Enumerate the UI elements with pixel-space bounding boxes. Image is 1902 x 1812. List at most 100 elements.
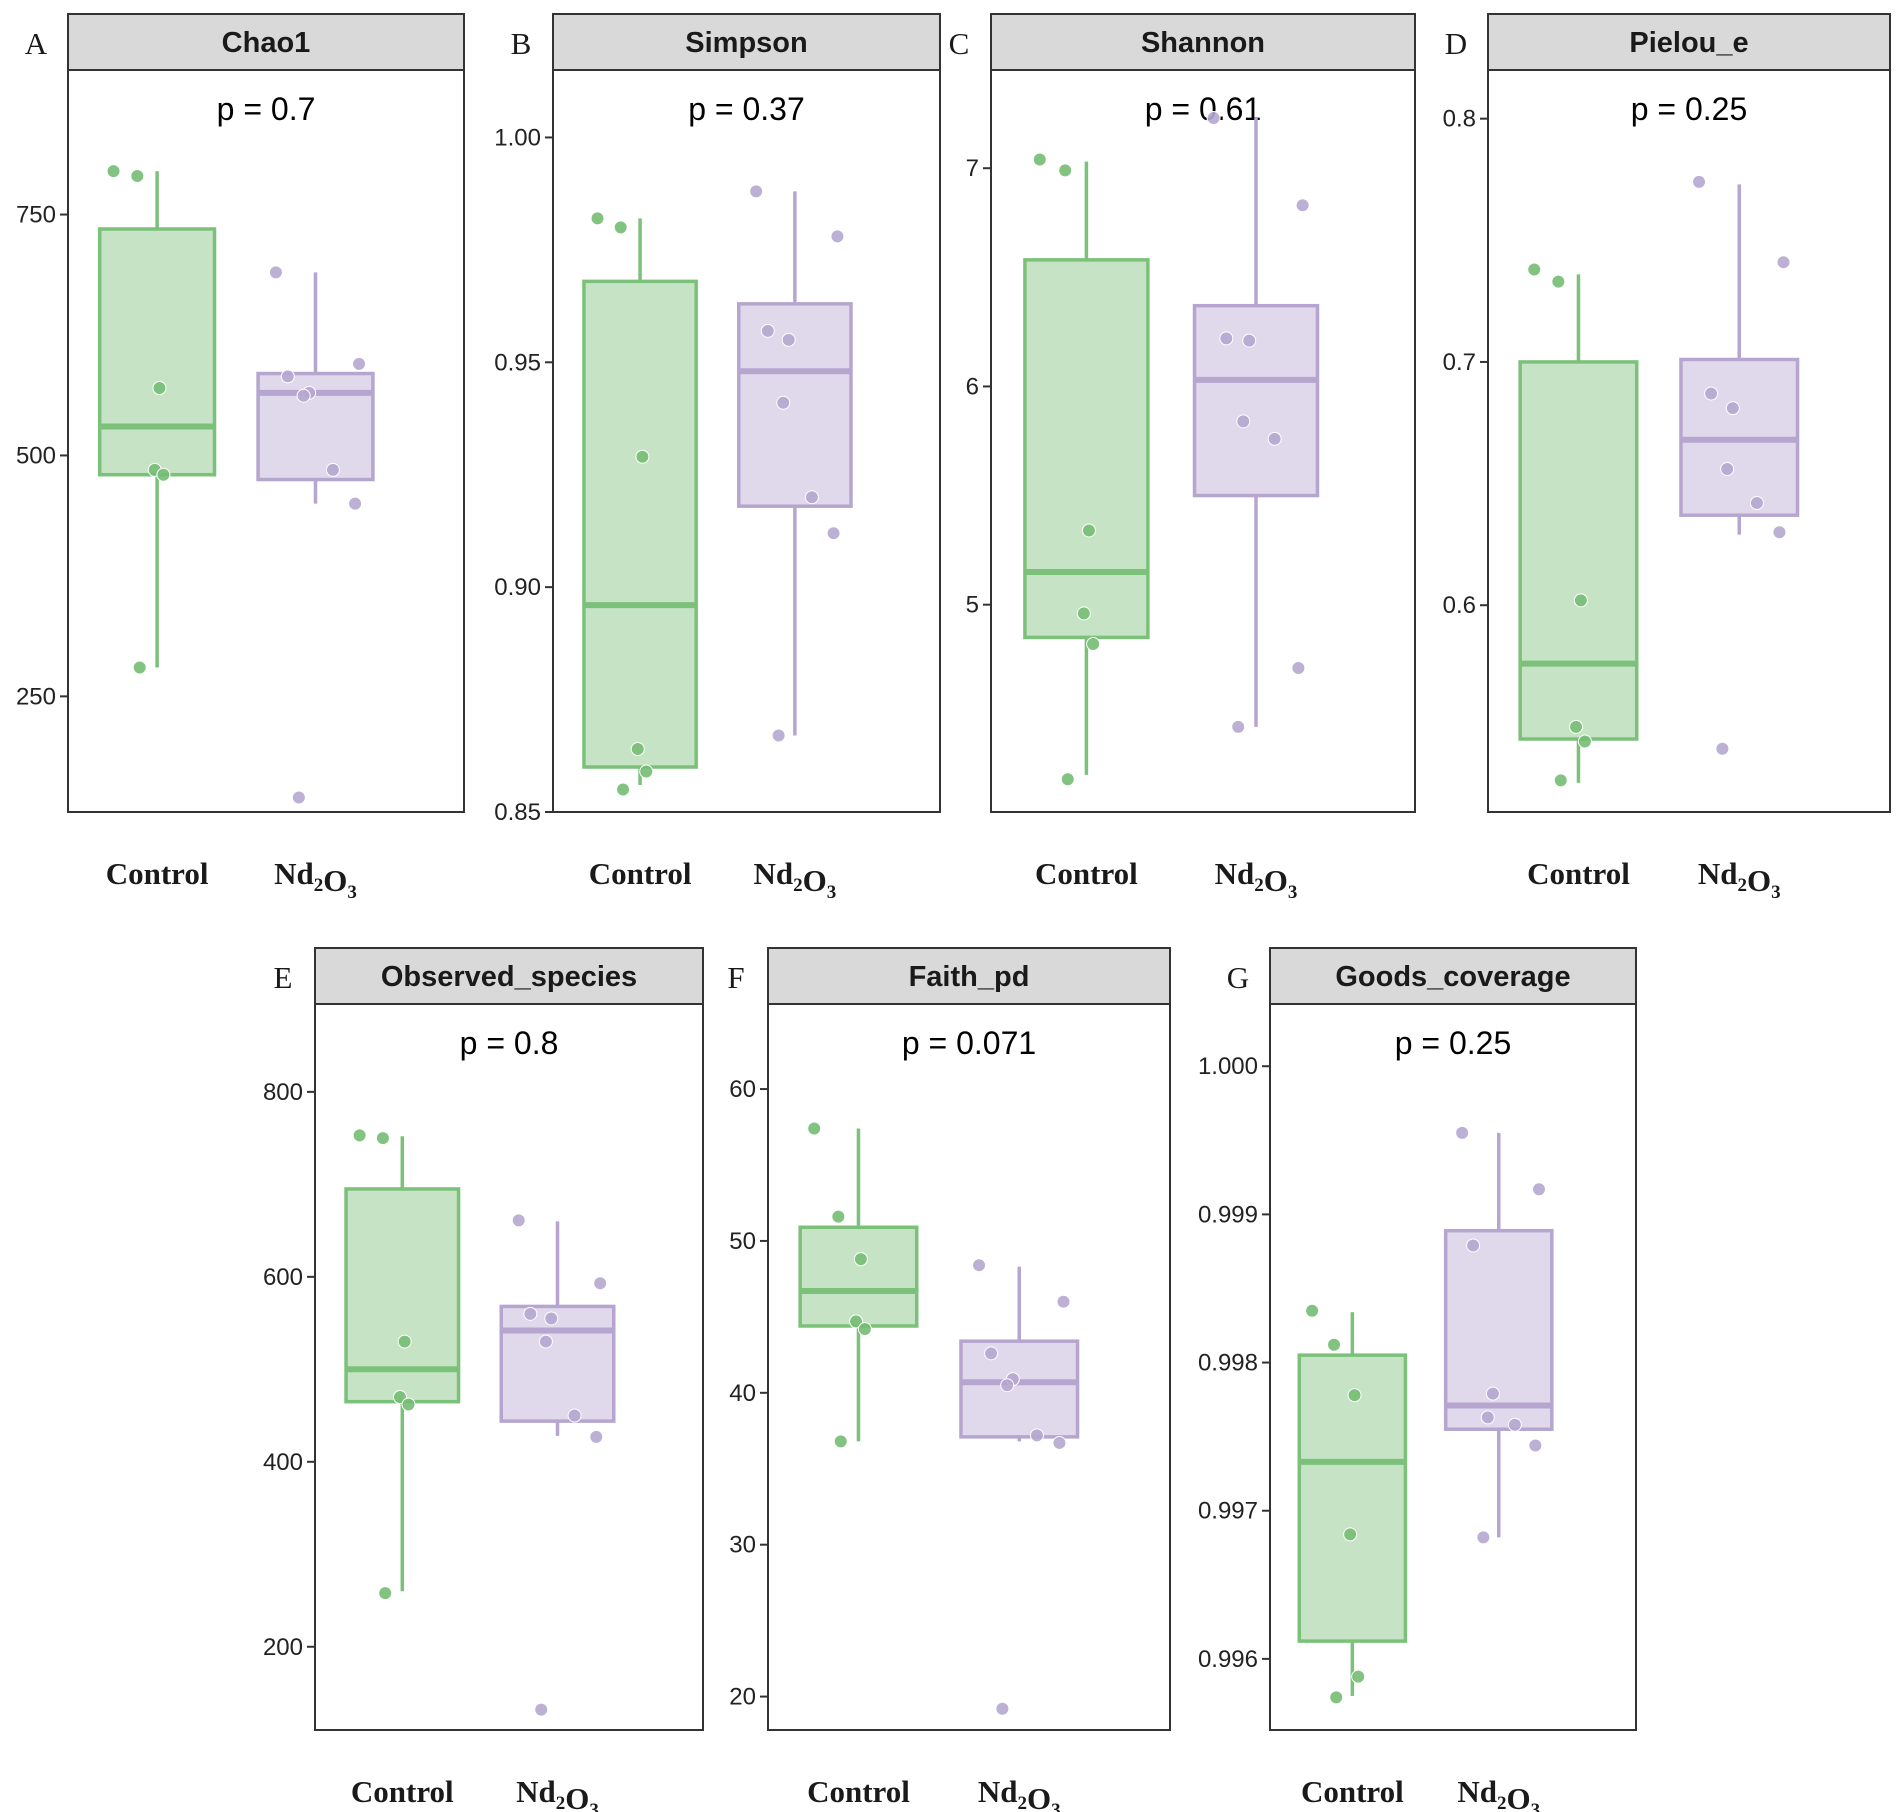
- data-point: [1029, 1428, 1044, 1443]
- box-group-nd2o3: [737, 184, 853, 743]
- y-tick-label: 0.999: [1198, 1201, 1258, 1228]
- x-tick-label-nd2o3: Nd2O3: [274, 856, 357, 903]
- data-point: [1507, 1417, 1522, 1432]
- data-point: [1528, 1438, 1543, 1453]
- data-point: [1219, 331, 1234, 346]
- data-point: [534, 1702, 549, 1717]
- x-tick-label-control: Control: [1301, 1774, 1404, 1809]
- y-tick-label: 5: [966, 592, 979, 619]
- x-tick-label-nd2o3: Nd2O3: [516, 1774, 599, 1812]
- data-point: [781, 332, 796, 347]
- data-point: [1725, 401, 1740, 416]
- x-label-part: O: [1507, 1781, 1531, 1812]
- data-point: [1343, 1527, 1358, 1542]
- data-point: [1772, 525, 1787, 540]
- box-group-control: [1518, 262, 1639, 788]
- data-point: [1206, 111, 1221, 126]
- x-label-subscript: 2: [1497, 1793, 1507, 1812]
- x-label-subscript: 3: [1771, 882, 1781, 903]
- data-point: [1086, 636, 1101, 651]
- data-point: [1715, 741, 1730, 756]
- p-value-label: p = 0.25: [1395, 1025, 1512, 1061]
- panel-a: A Chao1 p = 0.7 250 500 750 Control Nd2O3: [16, 13, 465, 903]
- box-iqr: [1192, 303, 1320, 498]
- y-tick-label: 20: [729, 1684, 756, 1711]
- box-group-control: [798, 1121, 919, 1449]
- data-point: [639, 764, 654, 779]
- y-tick-label: 250: [16, 683, 56, 710]
- box-group-nd2o3: [256, 265, 375, 805]
- data-point: [833, 1434, 848, 1449]
- x-label-subscript: 2: [793, 875, 803, 896]
- y-tick-label: 800: [263, 1079, 303, 1106]
- y-tick-label: 50: [729, 1228, 756, 1255]
- data-point: [1577, 734, 1592, 749]
- x-label-subscript: 2: [1738, 875, 1748, 896]
- data-point: [776, 395, 791, 410]
- data-point: [130, 169, 145, 183]
- y-tick-label: 0.7: [1443, 349, 1476, 376]
- data-point: [1242, 333, 1257, 348]
- x-label-part: Nd: [753, 856, 793, 891]
- data-point: [749, 184, 764, 199]
- box-iqr: [256, 371, 375, 482]
- p-value-label: p = 0.61: [1145, 91, 1262, 127]
- data-point: [635, 449, 650, 464]
- box-group-control: [1023, 152, 1150, 787]
- x-tick-label-control: Control: [1527, 856, 1630, 891]
- y-tick-label: 6: [966, 373, 979, 400]
- data-point: [995, 1701, 1010, 1716]
- data-point: [1480, 1410, 1495, 1425]
- data-point: [857, 1322, 872, 1337]
- y-tick-label: 200: [263, 1634, 303, 1661]
- panel-letter: A: [25, 26, 48, 61]
- facet-strip: [1487, 13, 1891, 71]
- data-point: [1081, 523, 1096, 538]
- data-point: [352, 1128, 367, 1143]
- data-point: [268, 265, 283, 280]
- x-tick-label-nd2o3: Nd2O3: [1698, 856, 1781, 903]
- box-iqr: [959, 1339, 1080, 1439]
- data-point: [523, 1306, 538, 1321]
- data-point: [378, 1586, 393, 1601]
- data-point: [1351, 1669, 1366, 1684]
- data-point: [1058, 163, 1073, 178]
- data-point: [1291, 660, 1306, 675]
- data-point: [972, 1258, 987, 1273]
- data-point: [1749, 496, 1764, 511]
- data-point: [1032, 152, 1047, 167]
- panel-letter: E: [274, 960, 293, 995]
- data-point: [291, 790, 306, 805]
- data-point: [1573, 593, 1588, 608]
- box-group-nd2o3: [1192, 111, 1320, 734]
- y-tick-label: 40: [729, 1380, 756, 1407]
- box-group-nd2o3: [499, 1213, 616, 1717]
- box-group-control: [582, 211, 698, 797]
- y-tick-label: 0.996: [1198, 1646, 1258, 1673]
- y-tick-label: 1.00: [494, 124, 541, 151]
- data-point: [280, 369, 295, 384]
- data-point: [156, 467, 171, 482]
- box-group-control: [97, 164, 217, 675]
- y-tick-label: 1.000: [1198, 1053, 1258, 1080]
- data-point: [348, 496, 363, 511]
- data-point: [1305, 1303, 1320, 1318]
- data-point: [1076, 606, 1091, 621]
- data-point: [771, 728, 786, 743]
- data-point: [1295, 198, 1310, 213]
- y-tick-label: 60: [729, 1076, 756, 1103]
- box-group-nd2o3: [959, 1258, 1080, 1716]
- data-point: [296, 388, 311, 403]
- y-tick-label: 30: [729, 1532, 756, 1559]
- x-label-part: O: [565, 1781, 589, 1812]
- data-point: [511, 1213, 526, 1228]
- x-label-part: O: [1027, 1781, 1051, 1812]
- facet-title: Faith_pd: [909, 961, 1030, 993]
- data-point: [613, 220, 628, 235]
- y-tick-label: 600: [263, 1264, 303, 1291]
- data-point: [1476, 1530, 1491, 1545]
- box-group-nd2o3: [1443, 1125, 1554, 1545]
- data-point: [1485, 1386, 1500, 1401]
